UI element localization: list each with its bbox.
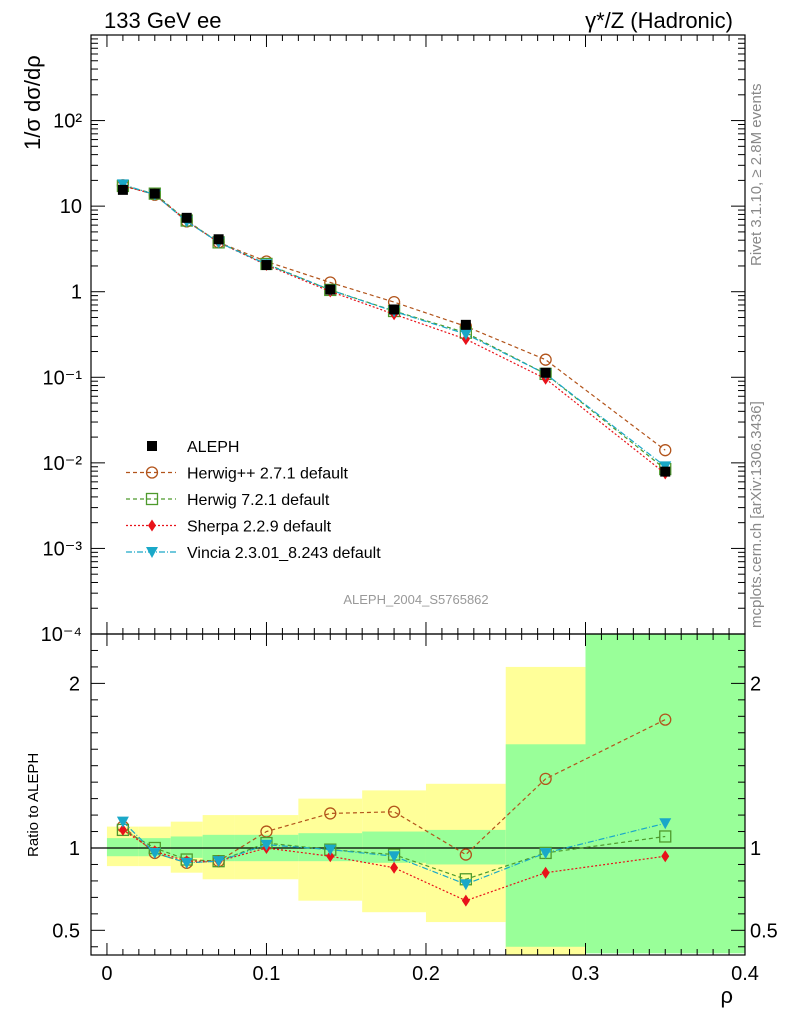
- legend-marker-3: [148, 519, 156, 532]
- ratio-point-series-3-1: [148, 847, 161, 859]
- ratio-point-series-0-6: [387, 805, 401, 818]
- side-mcplots: mcplots.cern.ch [arXiv:1306.3436]: [748, 401, 765, 628]
- ratio-uncertainty-bands: [91, 634, 745, 955]
- band-outer-low-8: [505, 946, 586, 955]
- main-point-series-3-7: [459, 329, 472, 341]
- band-inner-7: [425, 829, 506, 865]
- legend-label-0: ALEPH: [187, 439, 239, 456]
- ratio-point-series-3-0: [116, 816, 129, 828]
- x-tick-label-1: 0.1: [253, 963, 281, 985]
- main-line-series-0: [122, 184, 666, 451]
- ratio-point-series-3-6: [388, 851, 401, 863]
- y-ratio-tick-label-left-2: 2: [69, 673, 80, 695]
- legend-label-3: Sherpa 2.2.9 default: [187, 519, 332, 536]
- data-point-2: [181, 212, 192, 223]
- ratio-point-series-0-9: [659, 713, 672, 726]
- ratio-point-series-0-8: [539, 772, 552, 786]
- x-tick-label-4: 0.4: [731, 963, 759, 985]
- data-point-0: [117, 184, 128, 195]
- ratio-point-series-2-9: [661, 850, 670, 863]
- y-main-tick-label-6: 10²: [53, 111, 82, 133]
- x-tick-label-2: 0.2: [412, 963, 440, 985]
- ratio-point-series-1-9: [659, 830, 672, 843]
- header-right: γ*/Z (Hadronic): [585, 8, 733, 33]
- main-line-series-1: [122, 185, 666, 470]
- ratio-point-series-3-8: [539, 847, 552, 859]
- ratio-point-series-3-7: [459, 879, 472, 891]
- y-ratio-tick-label-left-1: 1: [69, 838, 80, 860]
- ratio-line-series-2: [122, 829, 666, 902]
- y-axis-label-main: 1/σ dσ/dρ: [20, 55, 45, 150]
- main-point-series-0-8: [539, 353, 552, 366]
- side-rivet: Rivet 3.1.10, ≥ 2.8M events: [748, 84, 765, 267]
- y-main-tick-label-0: 10⁻⁴: [41, 624, 82, 646]
- ratio-point-series-2-7: [461, 894, 470, 907]
- data-point-9: [660, 466, 671, 477]
- y-main-tick-label-1: 10⁻³: [43, 538, 83, 560]
- legend-marker-4: [146, 547, 158, 558]
- ratio-line-series-3: [122, 821, 666, 885]
- main-point-series-3-0: [116, 179, 129, 191]
- y-ratio-tick-label-left-0: 0.5: [52, 920, 80, 942]
- x-tick-label-3: 0.3: [572, 963, 600, 985]
- ratio-point-series-3-5: [324, 844, 337, 856]
- legend-marker-0: [147, 441, 157, 451]
- y-ratio-tick-label-right-1: 1: [750, 838, 761, 860]
- band-inner-2: [170, 836, 203, 858]
- analysis-label: ALEPH_2004_S5765862: [343, 592, 488, 607]
- main-line-series-3: [122, 183, 666, 467]
- y-main-tick-label-4: 1: [71, 282, 82, 304]
- legend: ALEPH Herwig++ 2.7.1 default Herwig 7.2.1 …: [126, 439, 381, 562]
- band-inner-0: [106, 838, 139, 857]
- y-ratio-tick-label-right-0: 0.5: [750, 920, 778, 942]
- ratio-series-layer: [116, 713, 672, 907]
- data-point-5: [325, 284, 336, 295]
- data-point-1: [149, 188, 160, 199]
- data-point-6: [389, 304, 400, 315]
- ratio-point-series-3-3: [212, 856, 225, 868]
- ratio-point-series-3-2: [180, 857, 193, 869]
- main-series-layer: [116, 179, 672, 480]
- band-inner-9: [585, 634, 745, 954]
- legend-label-2: Herwig 7.2.1 default: [187, 492, 330, 509]
- ratio-point-series-0-7: [459, 848, 473, 861]
- x-axis-label: ρ: [720, 983, 733, 1008]
- ratio-point-series-0-5: [324, 807, 337, 820]
- ratio-point-series-3-4: [260, 839, 273, 851]
- y-ratio-tick-label-right-2: 2: [750, 673, 761, 695]
- ratio-point-series-2-5: [326, 850, 335, 863]
- ratio-point-series-3-9: [659, 818, 672, 830]
- legend-label-1: Herwig++ 2.7.1 default: [187, 466, 349, 483]
- legend-marker-2: [145, 492, 159, 506]
- ratio-line-series-1: [122, 829, 666, 880]
- y-main-tick-label-5: 10: [60, 196, 82, 218]
- main-line-series-2: [122, 185, 666, 474]
- data-point-4: [261, 260, 272, 271]
- legend-marker-1: [145, 466, 159, 479]
- ratio-frame: [90, 633, 746, 956]
- x-tick-label-0: 0: [101, 963, 112, 985]
- ratio-line-series-0: [122, 719, 666, 864]
- ratio-point-series-2-8: [541, 866, 550, 879]
- ratio-point-series-2-0: [118, 823, 127, 836]
- y-axis-label-ratio: Ratio to ALEPH: [25, 753, 42, 857]
- main-point-series-0-9: [659, 444, 672, 457]
- axes-layer: 0 0.1 0.2 0.3 0.4 10⁻⁴ 10⁻³ 10⁻² 10⁻¹ 1 10 10² 0.5 0.…: [41, 34, 778, 985]
- header-left: 133 GeV ee: [104, 8, 221, 33]
- legend-label-4: Vincia 2.3.01_8.243 default: [187, 545, 381, 562]
- data-point-8: [540, 367, 551, 378]
- ratio-point-series-2-6: [390, 861, 399, 874]
- y-main-tick-label-2: 10⁻²: [43, 453, 83, 475]
- data-point-3: [213, 234, 224, 245]
- data-point-7: [460, 319, 471, 330]
- y-main-tick-label-3: 10⁻¹: [43, 367, 83, 389]
